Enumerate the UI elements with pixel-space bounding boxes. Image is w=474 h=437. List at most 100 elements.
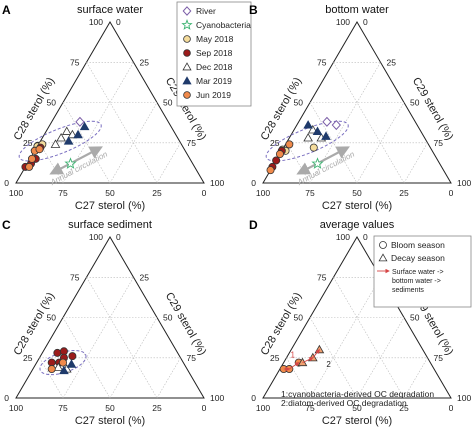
gridline-c29 xyxy=(62,277,134,399)
gridline-c27 xyxy=(86,277,158,399)
panel-label: D xyxy=(249,218,258,232)
gridline-c27 xyxy=(309,317,358,399)
gridline-c27 xyxy=(86,62,158,184)
data-point-jun-2019 xyxy=(275,150,284,159)
gridline-c27 xyxy=(333,277,405,399)
tick-label-c28: 100 xyxy=(336,17,350,27)
tick-label-c29: 0 xyxy=(363,232,368,242)
axis-title-c27: C27 sterol (%) xyxy=(322,415,392,427)
tick-label-c27: 75 xyxy=(305,403,315,413)
tick-label-c27: 75 xyxy=(58,188,68,198)
data-point-mar-2019 xyxy=(79,121,90,131)
tick-label-c27: 50 xyxy=(352,188,362,198)
tick-label-c29: 100 xyxy=(457,393,471,403)
data-point-dec-2018 xyxy=(53,362,64,371)
legend-marker-decay xyxy=(378,253,388,262)
tick-label-c27: 0 xyxy=(202,403,207,413)
legend-label-decay: Decay season xyxy=(391,253,445,263)
data-point-mar-2019 xyxy=(73,129,83,139)
panel-label: B xyxy=(249,3,258,17)
panel-title: average values xyxy=(320,219,395,231)
legend-marker-sep-2018 xyxy=(183,49,191,57)
data-point-dec-2018 xyxy=(303,132,313,142)
panel-title: bottom water xyxy=(325,4,389,16)
tick-label-c28: 100 xyxy=(89,232,103,242)
tick-label-c29: 25 xyxy=(387,57,397,67)
legend-a: River Cyanobacteria May 2018 Sep 2018 Dec 20… xyxy=(176,1,252,107)
tick-label-c27: 50 xyxy=(105,403,115,413)
axis-title-c27: C27 sterol (%) xyxy=(75,415,145,427)
legend-label-cyanobacteria: Cyanobacteria xyxy=(196,20,251,30)
tick-label-c27: 75 xyxy=(58,403,68,413)
tick-label-c29: 25 xyxy=(140,272,150,282)
tick-label-c27: 75 xyxy=(305,188,315,198)
note-1: 1:cyanobacteria-derived OC degradation xyxy=(281,389,434,399)
legend-box xyxy=(373,235,472,308)
data-point-cyanobacteria xyxy=(64,157,77,169)
tick-label-c27: 100 xyxy=(256,403,270,413)
tick-label-c29: 75 xyxy=(434,138,444,148)
tick-label-c28: 75 xyxy=(317,272,327,282)
legend-label-sep-2018: Sep 2018 xyxy=(196,48,233,58)
tick-label-c27: 50 xyxy=(352,403,362,413)
data-point-jun-2019 xyxy=(35,145,44,154)
tick-label-c28: 100 xyxy=(89,17,103,27)
tick-label-c28: 50 xyxy=(294,98,304,108)
tick-label-c28: 25 xyxy=(23,138,33,148)
axis-title-c27: C27 sterol (%) xyxy=(75,200,145,212)
note-2: 2:diatom-derived OC degradation xyxy=(281,398,407,408)
data-point-dec-2018 xyxy=(61,126,72,135)
data-point-mar-2019 xyxy=(66,359,77,368)
data-point-jun-2019 xyxy=(47,365,56,374)
axis-title-c28: C28 sterol (%) xyxy=(259,291,305,358)
data-point-river xyxy=(322,116,332,127)
tick-label-c29: 0 xyxy=(116,17,121,27)
tick-label-c29: 50 xyxy=(410,98,420,108)
tick-label-c29: 25 xyxy=(140,57,150,67)
tick-label-c28: 100 xyxy=(336,232,350,242)
panel-title: surface sediment xyxy=(68,219,152,231)
tick-label-c28: 0 xyxy=(251,178,256,188)
tick-label-c28: 25 xyxy=(270,138,280,148)
data-point-river xyxy=(331,119,341,131)
tick-label-c27: 0 xyxy=(449,188,454,198)
legend-label-jun-2019: Jun 2019 xyxy=(196,90,231,100)
legend-marker-dec-2018 xyxy=(182,62,192,71)
axis-title-c28: C28 sterol (%) xyxy=(12,291,58,358)
data-point-jun-2019 xyxy=(266,166,275,175)
data-point-jun-2019 xyxy=(25,162,34,171)
data-point-may-2018 xyxy=(309,143,318,152)
path-label-1: 1 xyxy=(290,351,295,360)
tick-label-c29: 50 xyxy=(163,98,173,108)
data-point-mar-2019 xyxy=(63,136,74,145)
legend-marker-river xyxy=(182,6,192,16)
annual-circulation-arrow xyxy=(296,146,350,175)
tick-label-c28: 50 xyxy=(47,98,57,108)
legend-marker-cyanobacteria xyxy=(181,19,193,30)
data-point-sep-2018 xyxy=(272,156,281,165)
gridline-c29 xyxy=(403,142,428,184)
tick-label-c28: 0 xyxy=(4,178,9,188)
axis-title-c27: C27 sterol (%) xyxy=(322,200,392,212)
legend-marker-bloom xyxy=(379,241,387,249)
data-point-sep-2018 xyxy=(53,348,62,357)
tick-label-c29: 0 xyxy=(116,232,121,242)
data-point-decay-season xyxy=(314,344,325,354)
tick-label-c29: 50 xyxy=(410,313,420,323)
gridline-c29 xyxy=(109,102,158,184)
tick-label-c29: 100 xyxy=(210,393,224,403)
data-point-jun-2019 xyxy=(285,140,294,149)
path-label-2: 2 xyxy=(326,360,331,369)
tick-label-c27: 100 xyxy=(9,188,23,198)
legend-d: Bloom season Decay season Surface water ->… xyxy=(373,235,472,308)
data-point-cyanobacteria xyxy=(311,157,324,169)
data-point-sep-2018 xyxy=(68,352,77,361)
tick-label-c27: 100 xyxy=(256,188,270,198)
data-point-river xyxy=(75,116,85,127)
data-point-jun-2019 xyxy=(59,358,68,367)
gridline-c29 xyxy=(109,317,158,399)
tick-label-c27: 25 xyxy=(152,403,162,413)
tick-label-c29: 0 xyxy=(363,17,368,27)
